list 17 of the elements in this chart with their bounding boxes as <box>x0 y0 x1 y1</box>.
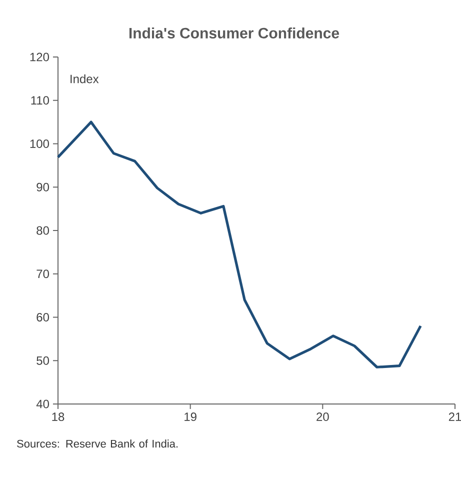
y-tick-label: 70 <box>36 270 49 278</box>
y-tick-label: 90 <box>36 182 49 192</box>
y-tick-label: 40 <box>36 400 49 408</box>
y-tick-label: 80 <box>36 226 49 235</box>
y-tick-label: 50 <box>36 356 49 365</box>
y-tick-label: 60 <box>36 313 49 322</box>
y-tick-label: 120 <box>30 52 49 62</box>
line-series <box>56 120 422 368</box>
x-tick-label: 19 <box>184 412 196 422</box>
y-axis-title: Index <box>70 74 99 84</box>
source-note: Sources: Reserve Bank of India. <box>17 440 178 448</box>
x-tick-label: 21 <box>448 412 461 421</box>
x-tick-label: 18 <box>52 412 64 422</box>
y-tick-label: 110 <box>31 96 49 105</box>
chart-title: India's Consumer Confidence <box>129 27 340 38</box>
x-tick-label: 20 <box>316 412 329 422</box>
y-tick-label: 100 <box>30 140 49 148</box>
